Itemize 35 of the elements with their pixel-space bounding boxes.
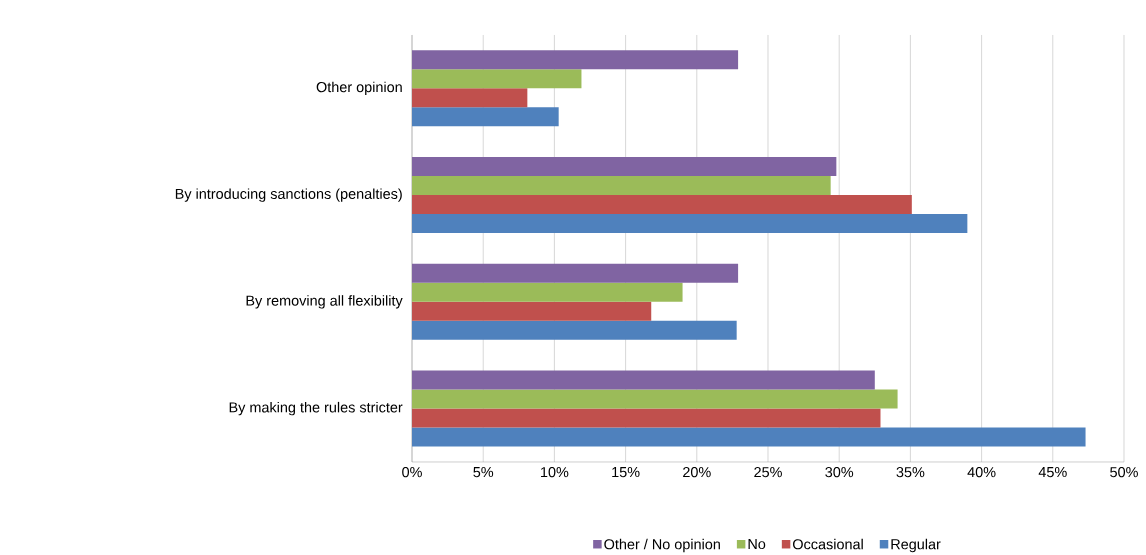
bar [412,50,739,70]
y-tick-label: By introducing sanctions (penalties) [175,188,402,202]
bar [412,156,837,176]
x-tick-label: 0% [402,466,422,478]
x-tick-label: 25% [754,466,782,478]
bar [412,370,875,390]
x-tick-label: 15% [612,466,640,477]
bar [412,282,683,302]
legend-label: No [748,538,766,549]
legend-label: Occasional [793,538,863,550]
bar [412,389,898,409]
legend-label: Other / No opinion [604,538,720,553]
bar [412,107,559,127]
y-tick-label: Other opinion [316,81,402,95]
bar [412,175,831,195]
x-tick-label: 30% [825,466,854,478]
x-tick-label: 35% [896,466,925,478]
bar [412,213,968,233]
bar [412,88,528,108]
bar [412,263,739,283]
x-tick-label: 20% [683,466,711,478]
bar [412,427,1086,447]
y-tick-label: By removing all flexibility [246,294,403,309]
x-tick-label: 10% [541,466,569,478]
bar [412,301,652,321]
x-tick-label: 40% [967,466,996,478]
bar [412,408,881,428]
x-tick-label: 45% [1038,466,1067,477]
x-tick-label: 50% [1110,466,1138,478]
y-tick-label: By making the rules stricter [229,401,403,416]
bar [412,69,582,89]
bar [412,320,737,340]
x-tick-label: 5% [473,466,494,477]
legend-label: Regular [891,538,941,553]
bar [412,194,912,214]
